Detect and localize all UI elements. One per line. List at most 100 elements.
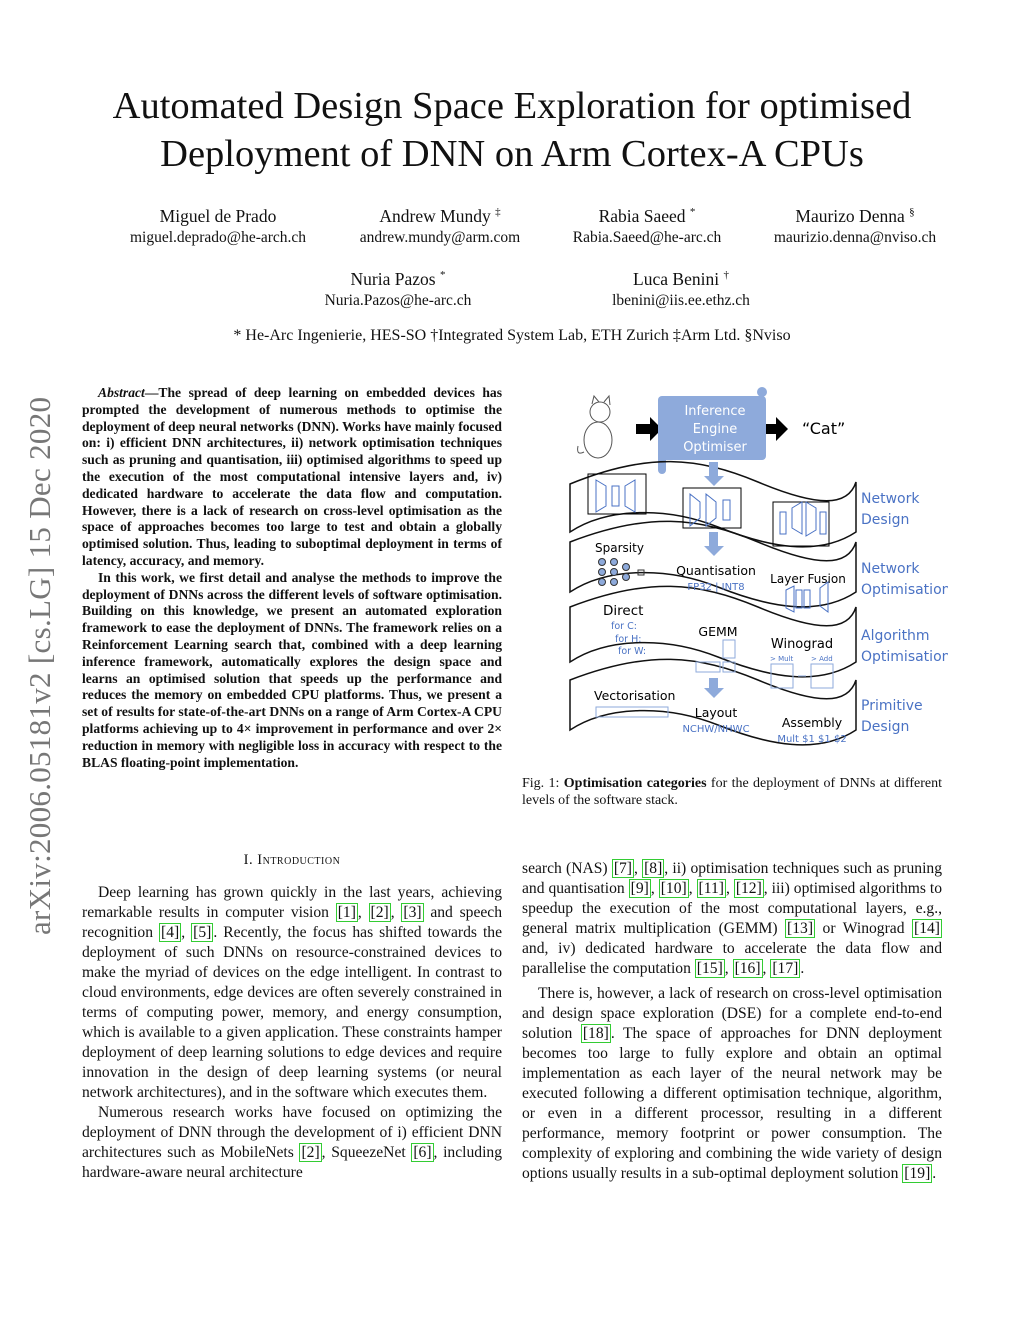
- citation-link[interactable]: [5]: [191, 923, 214, 942]
- quant-types-label: FP32 | INT8: [687, 582, 744, 593]
- author-mark: *: [689, 206, 696, 218]
- author: Luca Benini † lbenini@iis.ee.ethz.ch: [561, 264, 801, 312]
- caption-label: Fig. 1:: [522, 776, 560, 791]
- citation-link[interactable]: [12]: [733, 879, 764, 898]
- left-column: Deep learning has grown quickly in the l…: [82, 883, 502, 1183]
- citation-link[interactable]: [18]: [580, 1024, 611, 1043]
- affiliations: * He-Arc Ingenierie, HES-SO †Integrated …: [233, 327, 791, 344]
- author-name: Miguel de Prado: [159, 205, 277, 226]
- arrow-right-icon: [636, 417, 662, 441]
- svg-text:Network: Network: [861, 491, 920, 507]
- citation-link[interactable]: [1]: [335, 903, 358, 922]
- body-paragraph: Numerous research works have focused on …: [82, 1104, 503, 1181]
- svg-text:Primitive: Primitive: [861, 698, 923, 714]
- gemm-label: GEMM: [698, 624, 737, 639]
- down-arrow-icon: [704, 678, 724, 698]
- abstract-paragraph: In this work, we first detail and analys…: [82, 569, 502, 770]
- citation-link[interactable]: [15]: [694, 959, 725, 978]
- citation-link[interactable]: [19]: [902, 1164, 933, 1183]
- citation-link[interactable]: [9]: [628, 879, 651, 898]
- assembly-code-label: Mult $1 $1 $2: [777, 734, 846, 745]
- citation-link[interactable]: [2]: [299, 1143, 322, 1162]
- vectorisation-label: Vectorisation: [594, 688, 675, 703]
- citation-link[interactable]: [13]: [785, 919, 816, 938]
- arrow-right-icon: [762, 417, 788, 441]
- author-email: andrew.mundy@arm.com: [359, 228, 521, 246]
- author-name: Rabia Saeed: [598, 205, 686, 226]
- author-mark: *: [439, 269, 446, 281]
- arxiv-stamp: arXiv:2006.05181v2 [cs.LG] 15 Dec 2020: [22, 396, 57, 935]
- author-mark: †: [723, 269, 729, 281]
- layer-bands: [569, 460, 857, 746]
- down-arrow-icon: [704, 532, 724, 556]
- citation-link[interactable]: [11]: [696, 879, 726, 898]
- section-title: Introduction: [257, 852, 341, 868]
- add-label: > Add: [811, 655, 833, 663]
- citation-link[interactable]: [16]: [732, 959, 763, 978]
- output-label: “Cat”: [802, 419, 845, 438]
- body-paragraph: search (NAS) [7], [8], ii) optimisation …: [522, 859, 943, 978]
- citation-link[interactable]: [14]: [912, 919, 942, 938]
- assembly-label: Assembly: [782, 715, 843, 730]
- abstract: Abstract—The spread of deep learning on …: [82, 385, 502, 771]
- engine-label: Engine: [693, 422, 738, 437]
- title-line: Automated Design Space Exploration for o…: [112, 85, 912, 127]
- figure-optimisation-stack: Inference Engine Optimiser “Cat” Sparsit…: [568, 382, 951, 752]
- author-name: Andrew Mundy: [379, 205, 491, 226]
- level-labels: Network Design Network Optimisation Algori…: [861, 491, 951, 735]
- author-name: Luca Benini: [633, 268, 720, 289]
- citation-link[interactable]: [4]: [159, 923, 182, 942]
- loop-label: for W:: [618, 646, 646, 657]
- paper-title: Automated Design Space Exploration for o…: [0, 82, 1024, 178]
- author-name: Nuria Pazos: [350, 268, 436, 289]
- author-name: Maurizo Denna: [795, 205, 905, 226]
- citation-link[interactable]: [7]: [611, 859, 634, 878]
- title-line: Deployment of DNN on Arm Cortex-A CPUs: [160, 133, 864, 175]
- section-heading: I. Introduction: [82, 852, 502, 869]
- author-email: lbenini@iis.ee.ethz.ch: [612, 291, 750, 309]
- svg-text:Optimisation: Optimisation: [861, 649, 948, 665]
- citation-link[interactable]: [6]: [411, 1143, 434, 1162]
- author-mark: §: [909, 206, 915, 218]
- citation-link[interactable]: [17]: [770, 959, 801, 978]
- svg-text:Design: Design: [861, 512, 909, 528]
- author: Rabia Saeed * Rabia.Saeed@he-arc.ch: [527, 201, 767, 249]
- citation-link[interactable]: [2]: [368, 903, 391, 922]
- author-email: miguel.deprado@he-arch.ch: [129, 228, 307, 246]
- svg-text:Algorithm: Algorithm: [861, 628, 930, 644]
- author: Nuria Pazos * Nuria.Pazos@he-arc.ch: [278, 264, 518, 312]
- citation-link[interactable]: [3]: [401, 903, 424, 922]
- inference-engine-box: [658, 396, 766, 460]
- down-arrow-icon: [704, 462, 724, 486]
- svg-text:Design: Design: [861, 719, 909, 735]
- layer-fusion-label: Layer Fusion: [770, 572, 846, 586]
- abstract-label: Abstract: [98, 385, 145, 400]
- engine-label: Inference: [684, 404, 745, 419]
- layout-types-label: NCHW/NHWC: [682, 724, 749, 735]
- body-paragraph: There is, however, a lack of research on…: [522, 985, 942, 1183]
- svg-text:Optimisation: Optimisation: [861, 582, 948, 598]
- engine-label: Optimiser: [683, 440, 747, 455]
- author: Andrew Mundy ‡ andrew.mundy@arm.com: [320, 201, 560, 249]
- direct-label: Direct: [603, 603, 643, 619]
- layout-label: Layout: [695, 705, 738, 720]
- quantisation-label: Quantisation: [676, 563, 756, 578]
- author-email: Rabia.Saeed@he-arc.ch: [572, 228, 722, 246]
- author: Miguel de Prado miguel.deprado@he-arch.c…: [98, 201, 338, 249]
- citation-link[interactable]: [8]: [642, 859, 665, 878]
- loop-label: for H:: [615, 634, 641, 645]
- author-mark: ‡: [495, 206, 501, 218]
- right-column: search (NAS) [7], [8], ii) optimisation …: [522, 859, 942, 1184]
- cat-image: [577, 394, 613, 459]
- author: Maurizo Denna § maurizio.denna@nviso.ch: [735, 201, 975, 249]
- caption-bold: Optimisation categories: [563, 776, 707, 791]
- loop-label: for C:: [611, 621, 637, 632]
- citation-link[interactable]: [10]: [658, 879, 689, 898]
- mult-label: > Mult: [770, 655, 794, 663]
- sparsity-network-icon: [598, 558, 645, 586]
- author-email: Nuria.Pazos@he-arc.ch: [324, 291, 472, 309]
- sparsity-label: Sparsity: [595, 541, 644, 555]
- caption-text: for the deployment of DNNs at different …: [522, 776, 943, 808]
- abstract-paragraph: —The spread of deep learning on embedded…: [82, 385, 502, 568]
